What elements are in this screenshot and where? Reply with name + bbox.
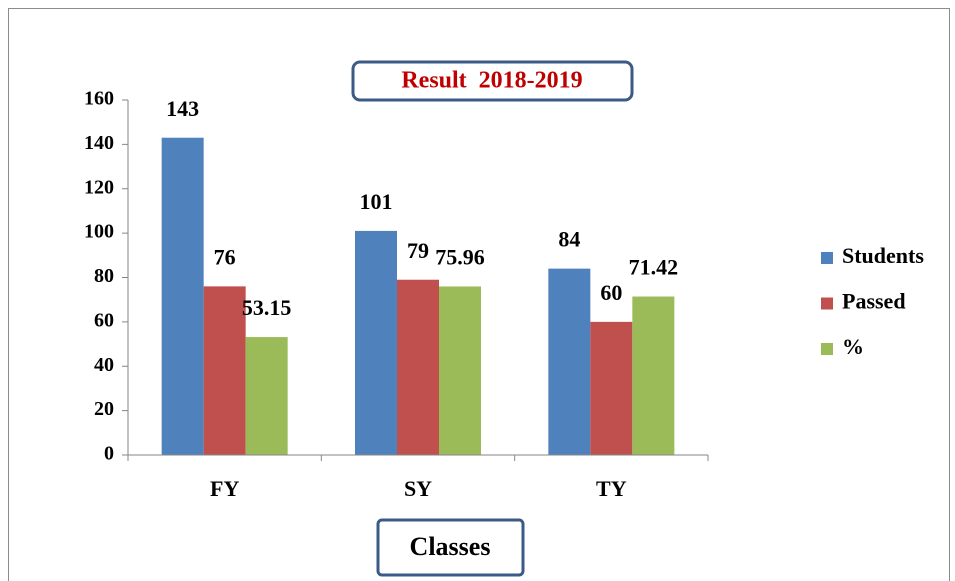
- chart-title: Result 2018-2019: [401, 68, 582, 94]
- bar: [590, 321, 633, 455]
- bar: [355, 230, 397, 455]
- x-tick-label: SY: [404, 476, 432, 501]
- legend-label: Students: [842, 243, 924, 268]
- value-label: 76: [214, 244, 236, 269]
- value-label: 143: [166, 96, 199, 121]
- y-tick-label: 160: [84, 88, 114, 110]
- x-tick-label: FY: [210, 476, 239, 501]
- value-label: 75.96: [435, 245, 485, 270]
- bar: [203, 286, 246, 455]
- y-tick-label: 20: [94, 398, 114, 420]
- value-label: 101: [360, 189, 393, 214]
- y-tick-label: 60: [94, 309, 114, 331]
- y-tick-label: 80: [94, 265, 114, 287]
- legend-swatch: [821, 297, 833, 310]
- legend-swatch: [821, 252, 833, 264]
- x-tick-label: TY: [596, 476, 627, 501]
- legend-label: Passed: [842, 289, 906, 314]
- value-label: 60: [600, 280, 622, 305]
- value-label: 53.15: [242, 295, 292, 320]
- y-tick-label: 120: [84, 176, 114, 198]
- bar: [548, 268, 591, 455]
- bar: [439, 286, 481, 455]
- value-label: 79: [407, 238, 429, 263]
- value-label: 71.42: [629, 255, 679, 280]
- value-label: 84: [558, 227, 580, 252]
- bar: [397, 279, 439, 455]
- y-tick-label: 140: [84, 132, 114, 154]
- y-tick-label: 0: [104, 443, 114, 465]
- title-box: [351, 60, 634, 102]
- y-tick-label: 100: [84, 221, 114, 243]
- y-tick-label: 40: [94, 354, 114, 376]
- bar: [632, 296, 675, 455]
- legend-label: %: [842, 334, 864, 359]
- chart-border: [8, 8, 950, 581]
- x-axis-label: Classes: [410, 532, 491, 561]
- legend-swatch: [821, 343, 833, 355]
- bar: [245, 337, 288, 455]
- bar: [161, 137, 204, 455]
- x-label-box: [376, 518, 525, 577]
